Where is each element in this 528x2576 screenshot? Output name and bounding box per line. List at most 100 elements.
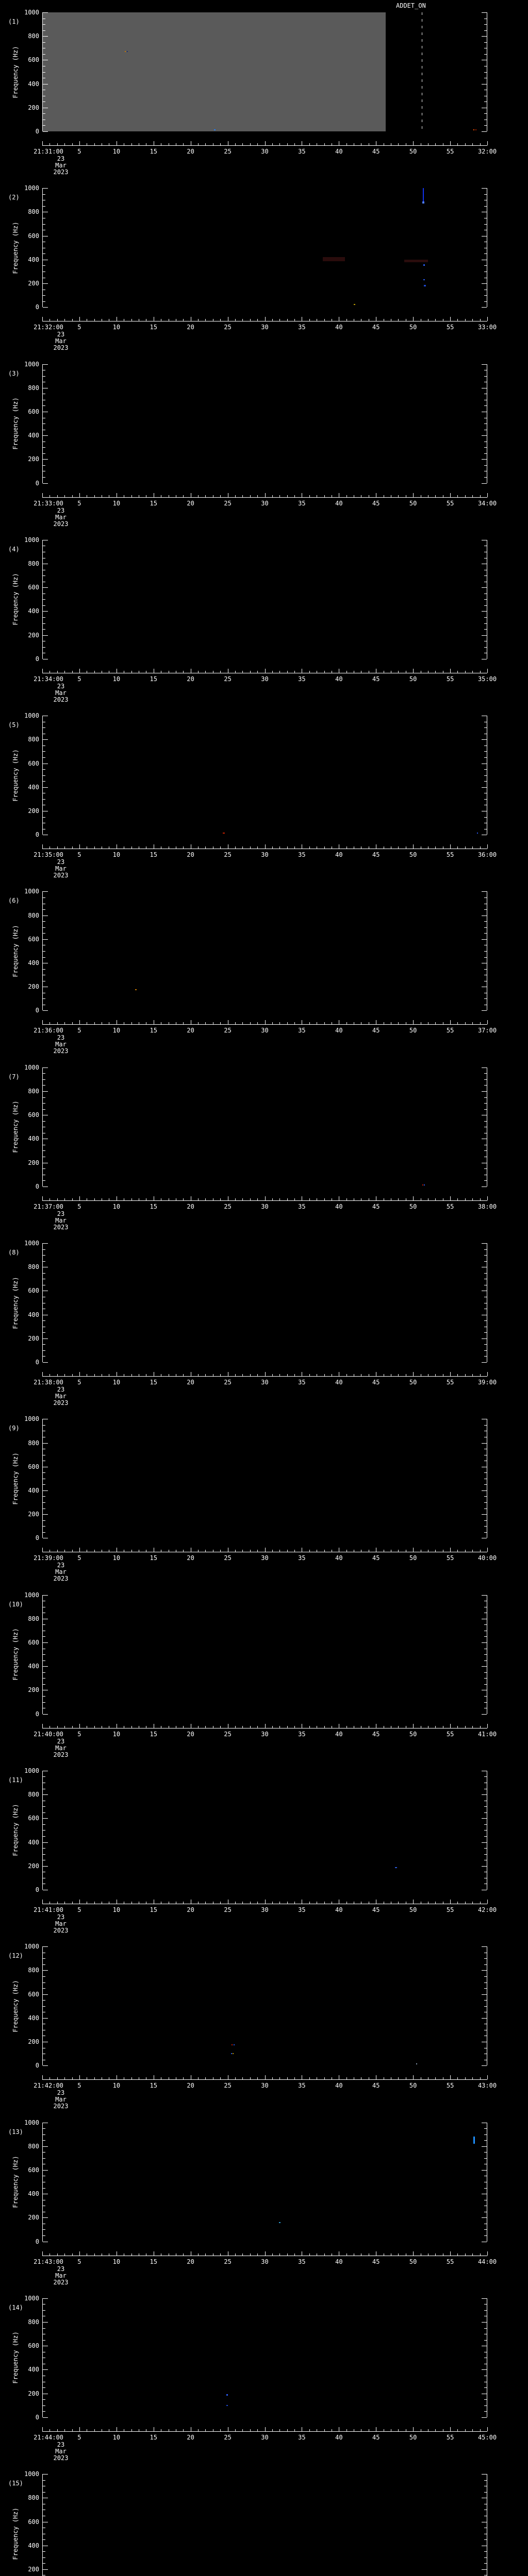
y-axis-tick <box>43 283 48 284</box>
y-axis-tick <box>43 1261 45 1262</box>
y-axis-tick <box>43 224 45 225</box>
date-label: Mar <box>55 689 67 697</box>
x-tick-label: 50 <box>409 324 417 331</box>
x-tick-label: 30 <box>261 1027 269 1035</box>
x-tick-label: 35 <box>298 324 306 331</box>
x-axis-tick <box>465 670 466 673</box>
spectrogram-panel-3: 0 200 400 600 800 1000 5 10 15 20 25 30 35 40 45 50 55 21… <box>0 352 528 528</box>
y-axis-tick <box>484 1854 487 1855</box>
y-axis-tick <box>43 909 45 910</box>
x-axis-tick <box>220 1725 221 1728</box>
y-axis-tick <box>43 131 48 132</box>
y-tick-label: 0 <box>35 1710 39 1718</box>
x-axis-tick <box>413 1020 414 1025</box>
x-axis-tick <box>294 319 295 321</box>
x-axis-tick <box>198 2253 199 2256</box>
x-tick-label: 20 <box>187 675 194 683</box>
y-axis-tick <box>484 1964 487 1965</box>
y-axis-tick <box>43 2170 48 2171</box>
x-axis-tick <box>265 1020 266 1025</box>
x-axis-tick <box>309 2429 310 2431</box>
y-axis-tick <box>484 1812 487 1813</box>
x-axis-tick <box>324 495 325 497</box>
x-axis-tick <box>487 1723 488 1728</box>
y-axis-tick <box>43 253 45 255</box>
y-axis-tick <box>484 465 487 466</box>
y-axis-tick <box>482 483 487 484</box>
y-axis-tick <box>43 2369 48 2370</box>
x-axis-tick <box>324 670 325 673</box>
y-axis-tick <box>43 2411 45 2412</box>
y-axis-tick <box>43 2539 45 2540</box>
panel-index-label: (9) <box>8 1425 20 1432</box>
x-axis-tick <box>79 493 80 497</box>
y-axis-tick <box>43 2474 48 2475</box>
x-axis-tick <box>279 2253 280 2256</box>
x-axis-tick <box>457 1550 458 1552</box>
x-axis-tick <box>294 1022 295 1025</box>
x-tick-label: 20 <box>187 1906 194 1913</box>
y-tick-label: 800 <box>28 1615 39 1622</box>
y-axis-left <box>42 1243 43 1363</box>
y-axis-tick <box>482 459 487 460</box>
x-axis-tick <box>42 1548 43 1552</box>
y-axis-tick <box>43 998 45 999</box>
y-axis-tick <box>43 1702 45 1703</box>
x-tick-label: 45 <box>372 675 380 683</box>
y-axis-tick <box>484 1824 487 1825</box>
x-axis-tick <box>413 141 414 145</box>
y-tick-label: 600 <box>28 935 39 943</box>
y-axis-tick <box>43 1654 45 1655</box>
y-axis-tick <box>484 2229 487 2230</box>
x-tick-label: 25 <box>224 1379 232 1386</box>
event-marker <box>475 129 476 130</box>
y-axis-tick <box>43 647 45 648</box>
y-axis-tick <box>484 775 487 776</box>
y-axis-tick <box>484 265 487 266</box>
y-axis-tick <box>482 2298 487 2299</box>
x-axis-tick <box>72 1901 73 1904</box>
x-axis-tick <box>257 2253 258 2256</box>
y-axis-tick <box>43 739 48 740</box>
y-axis-tick <box>484 623 487 624</box>
y-axis-tick <box>43 30 45 31</box>
start-time-label: 21:43:00 <box>34 2258 63 2265</box>
y-axis-tick <box>484 1654 487 1655</box>
start-time-label: 21:40:00 <box>34 1730 63 1738</box>
x-axis-tick <box>287 1725 288 1728</box>
x-tick-label: 30 <box>261 675 269 683</box>
date-label: Mar <box>55 1744 67 1752</box>
x-axis-tick <box>279 495 280 497</box>
start-time-label: 21:38:00 <box>34 1379 63 1386</box>
y-tick-label: 1000 <box>24 536 39 544</box>
x-tick-label: 25 <box>224 2433 232 2441</box>
y-axis-tick <box>484 2235 487 2236</box>
spectrogram-panel-7: 0 200 400 600 800 1000 5 10 15 20 25 30 35 40 45 50 55 21… <box>0 1055 528 1231</box>
x-axis-tick <box>79 668 80 673</box>
y-tick-label: 400 <box>28 2014 39 2022</box>
y-axis-tick <box>482 1794 487 1795</box>
x-axis-tick <box>250 1198 251 1200</box>
event-marker <box>126 50 128 52</box>
x-tick-label: 25 <box>224 2082 232 2090</box>
x-axis-tick <box>472 2077 473 2080</box>
x-tick-label: 50 <box>409 1202 417 1210</box>
event-marker <box>395 1867 398 1868</box>
y-axis-tick <box>484 1255 487 1256</box>
x-axis-tick <box>57 1725 58 1728</box>
y-axis-tick <box>43 629 45 630</box>
x-axis-tick <box>79 141 80 145</box>
x-axis-tick <box>242 2429 243 2431</box>
panel-index-label: (13) <box>8 2128 23 2136</box>
x-axis-tick <box>72 2253 73 2256</box>
x-tick-label: 20 <box>187 2082 194 2090</box>
date-label: 2023 <box>53 1751 69 1758</box>
x-tick-label: 45 <box>372 2082 380 2090</box>
x-axis-tick <box>242 495 243 497</box>
x-axis-tick <box>242 1725 243 1728</box>
x-axis-tick <box>220 143 221 145</box>
x-tick-label: 35 <box>298 148 306 155</box>
x-tick-label: 25 <box>224 324 232 331</box>
x-axis-tick <box>42 2251 43 2256</box>
